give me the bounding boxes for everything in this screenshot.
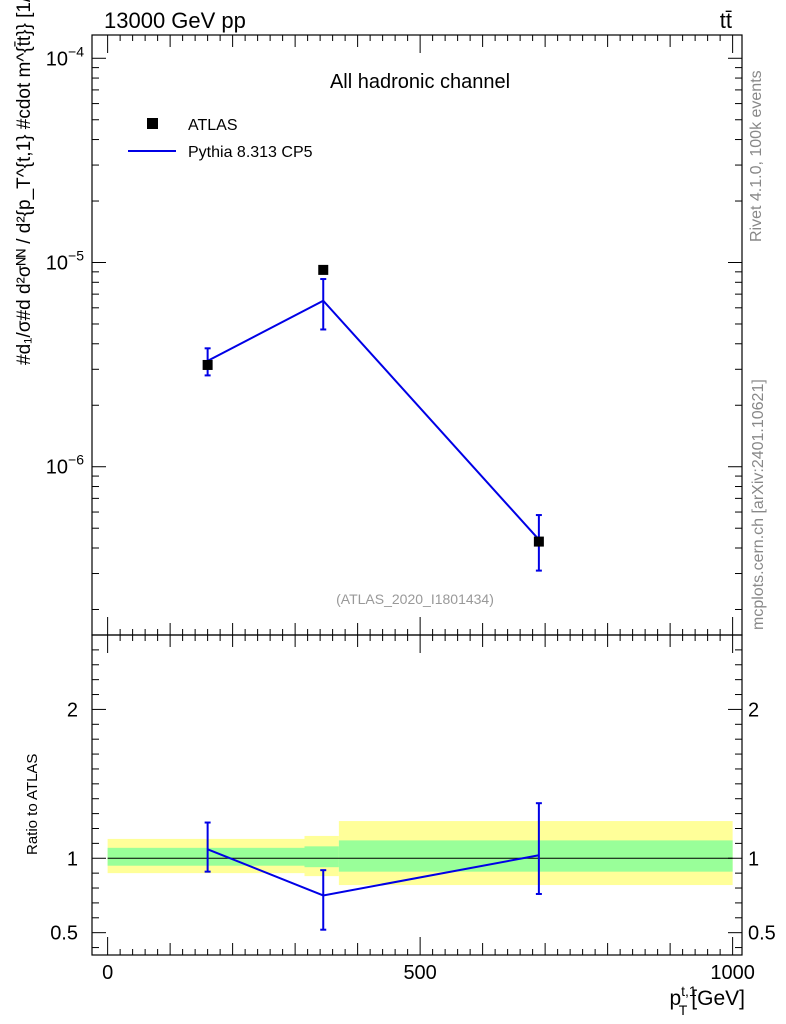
ratio-x-ticks: 0 500 1000: [102, 635, 755, 984]
ratio-y-tick-label-left: 0.5: [50, 923, 78, 945]
ratio-bands: [107, 821, 733, 886]
atlas-data-point: [318, 264, 329, 275]
ratio-band-inner: [304, 846, 339, 868]
x-label-unit: [GeV]: [691, 987, 745, 1010]
main-y-tick-exp: −4: [68, 43, 84, 59]
ratio-panel: 0.5 0.5 1 1 2 2 0 500 1000 Ratio to ATLAS pt,1 T…: [24, 634, 776, 1018]
ratio-x-tick-label: 500: [403, 962, 436, 984]
main-y-tick-base: 10: [46, 457, 68, 479]
ratio-y-label: Ratio to ATLAS: [24, 754, 41, 855]
analysis-label: (ATLAS_2020_I1801434): [336, 591, 494, 607]
ratio-x-tick-label: 0: [102, 962, 113, 984]
ratio-x-tick-label: 1000: [710, 962, 755, 984]
ratio-y-ticks: 0.5 0.5 1 1 2 2: [50, 649, 776, 949]
main-y-tick-exp: −6: [68, 452, 84, 468]
main-x-ticks: [107, 35, 734, 635]
legend-marker-atlas: [147, 118, 158, 129]
chart-title: All hadronic channel: [330, 71, 510, 93]
main-y-tick-base: 10: [46, 48, 68, 70]
ratio-marks: [204, 802, 542, 931]
ratio-band-inner: [107, 847, 305, 866]
main-y-tick-label: 10−6: [46, 452, 84, 479]
main-y-tick-labels: 10−410−510−6: [46, 43, 84, 478]
legend-label-pythia: Pythia 8.313 CP5: [188, 144, 313, 161]
main-y-tick-label: 10−4: [46, 43, 84, 70]
ratio-y-tick-label-right: 1: [748, 848, 759, 870]
header-right: tt̄: [720, 8, 732, 33]
main-y-tick-base: 10: [46, 253, 68, 275]
mcplots-label: mcplots.cern.ch [arXiv:2401.10621]: [750, 379, 767, 630]
x-label-sup: t,1: [681, 983, 697, 999]
atlas-data-point: [533, 536, 544, 547]
main-y-ticks: [92, 57, 742, 610]
x-label-main: p: [669, 987, 681, 1010]
header-left: 13000 GeV pp: [104, 8, 246, 33]
pythia-line: [207, 299, 540, 541]
ratio-y-tick-label-left: 1: [67, 848, 78, 870]
main-y-axis-label: #d₁/σ#d d²σᴺᴺ / d²{p_T^{t,1} #cdot m^{t̄…: [14, 0, 35, 365]
main-marks: [202, 264, 544, 572]
legend-label-atlas: ATLAS: [188, 117, 238, 134]
atlas-data-point: [202, 359, 213, 370]
ratio-y-tick-label-right: 2: [748, 699, 759, 721]
x-axis-label: pt,1 T [GeV]: [669, 983, 745, 1018]
ratio-y-tick-label-right: 0.5: [748, 923, 776, 945]
ratio-frame: [91, 634, 743, 956]
ratio-y-tick-label-left: 2: [67, 699, 78, 721]
rivet-label: Rivet 4.1.0, 100k events: [748, 70, 765, 242]
legend: ATLAS Pythia 8.313 CP5: [128, 117, 313, 161]
main-y-tick-label: 10−5: [46, 248, 84, 275]
x-label-sub: T: [679, 1002, 688, 1018]
main-panel: 10−410−510−6 All hadronic channel (ATLAS…: [14, 0, 743, 636]
main-y-tick-exp: −5: [68, 248, 84, 264]
main-y-label-text: #d₁/σ#d d²σᴺᴺ / d²{p_T^{t,1} #cdot m^{t̄…: [14, 0, 35, 365]
